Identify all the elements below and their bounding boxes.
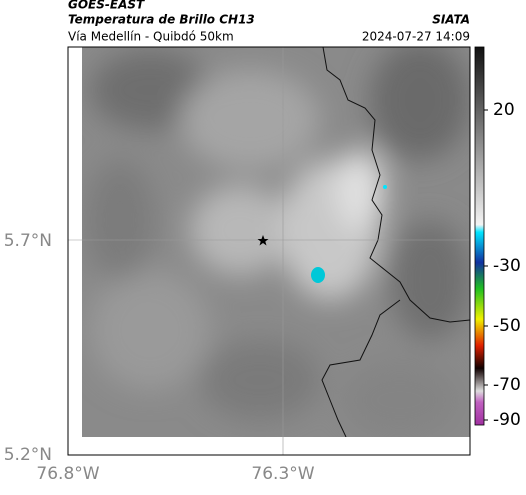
subtitle: Vía Medellín - Quibdó 50km bbox=[68, 30, 234, 44]
timestamp: 2024-07-27 14:09 bbox=[362, 30, 470, 44]
cold-cloud bbox=[311, 267, 325, 283]
lon-label: 76.3°W bbox=[251, 464, 314, 484]
source: GOES-EAST bbox=[68, 0, 145, 12]
brand: SIATA bbox=[432, 13, 470, 27]
lon-label: 76.8°W bbox=[36, 464, 99, 484]
colorbar-tick-label: 20 bbox=[493, 100, 515, 120]
satellite-image bbox=[82, 47, 470, 437]
colorbar-tick-label: -70 bbox=[493, 375, 521, 395]
colorbar-tick-label: -30 bbox=[493, 256, 521, 276]
border bbox=[321, 47, 470, 437]
title: Temperatura de Brillo CH13 bbox=[68, 13, 255, 27]
colorbar-tick-label: -90 bbox=[493, 410, 521, 430]
lat-label: 5.2°N bbox=[4, 445, 52, 465]
colorbar-ticks: 20 -30 -50 -70 -90 bbox=[484, 100, 521, 430]
cold-cloud bbox=[383, 185, 387, 189]
location-marker bbox=[257, 235, 269, 246]
colorbar bbox=[474, 46, 485, 426]
colorbar-tick-label: -50 bbox=[493, 316, 521, 336]
lat-label: 5.7°N bbox=[4, 231, 52, 251]
map-frame bbox=[67, 46, 471, 456]
